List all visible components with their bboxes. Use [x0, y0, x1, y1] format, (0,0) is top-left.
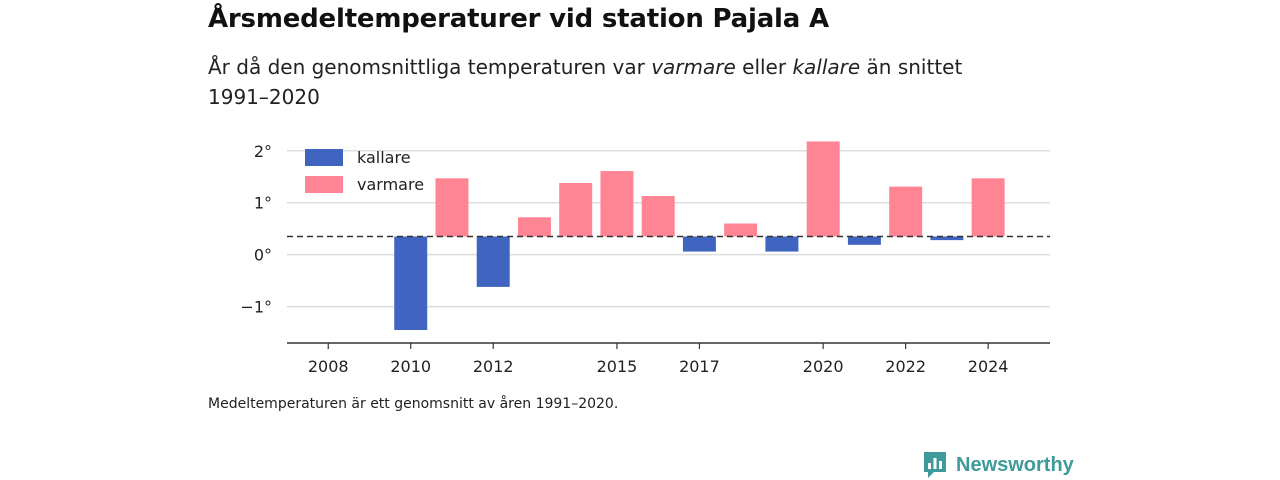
subtitle-part2: eller	[735, 55, 793, 79]
bar-varmare	[724, 223, 758, 237]
bar-varmare	[889, 186, 923, 237]
x-tick-label: 2017	[679, 357, 720, 376]
bar-kallare	[476, 236, 510, 287]
bar-varmare	[806, 141, 840, 237]
bar-chart: 2° 1° 0° −1° 2008 2010 2012 2015 2017 2020 2022 202…	[240, 141, 1050, 376]
bar-kallare	[682, 236, 716, 252]
bar-varmare	[641, 195, 675, 237]
bar-kallare	[394, 236, 428, 331]
x-tick-label: 2024	[968, 357, 1009, 376]
bar-kallare	[930, 236, 964, 241]
newsworthy-logo: Newsworthy	[922, 450, 1074, 480]
y-tick-label: 2°	[254, 142, 272, 161]
subtitle-cold: kallare	[792, 55, 861, 79]
bar-varmare	[435, 178, 469, 237]
x-tick-label: 2022	[885, 357, 926, 376]
newsworthy-icon	[924, 452, 946, 478]
x-tick-label: 2020	[803, 357, 844, 376]
x-tick-label: 2012	[473, 357, 514, 376]
chart-subtitle: År då den genomsnittliga temperaturen va…	[208, 52, 1028, 112]
bar-kallare	[765, 236, 799, 252]
y-tick-label: 0°	[254, 246, 272, 265]
brand-name: Newsworthy	[956, 453, 1074, 476]
bar-varmare	[600, 171, 634, 237]
chart-title: Årsmedeltemperaturer vid station Pajala …	[208, 4, 829, 34]
x-tick-label: 2015	[597, 357, 638, 376]
x-tick-label: 2008	[308, 357, 349, 376]
bar-kallare	[847, 236, 881, 245]
y-tick-label: −1°	[240, 298, 272, 317]
legend-label-kallare: kallare	[357, 148, 411, 167]
subtitle-warm: varmare	[651, 55, 736, 79]
chart-caption: Medeltemperaturen är ett genomsnitt av å…	[208, 396, 619, 412]
legend-swatch-kallare	[305, 149, 343, 166]
subtitle-part3: än snittet 1991–2020	[208, 55, 963, 109]
y-tick-label: 1°	[254, 194, 272, 213]
legend-label-varmare: varmare	[357, 175, 424, 194]
legend-swatch-varmare	[305, 176, 343, 193]
bar-varmare	[559, 182, 593, 237]
subtitle-part1: År då den genomsnittliga temperaturen va…	[208, 55, 652, 79]
bar-varmare	[517, 217, 551, 237]
x-tick-label: 2010	[390, 357, 431, 376]
bar-varmare	[971, 178, 1005, 237]
